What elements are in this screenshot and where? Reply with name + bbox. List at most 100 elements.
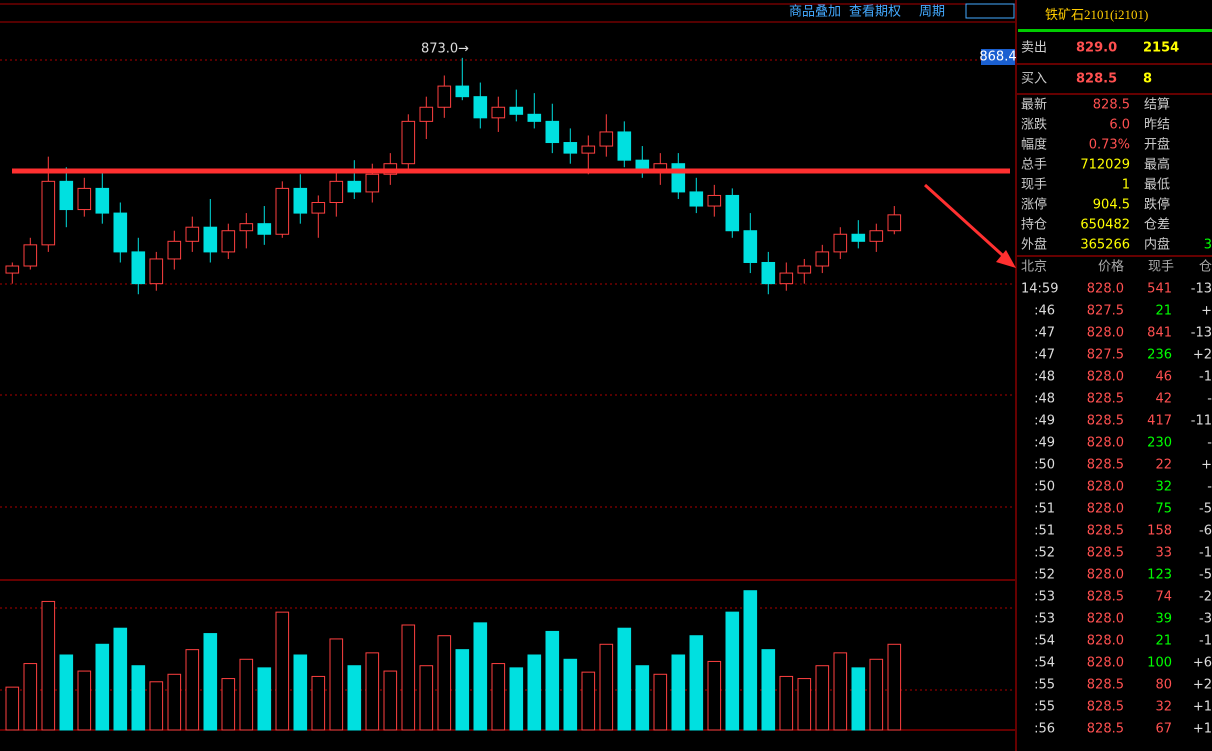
tick-time: :52 <box>1034 568 1055 583</box>
volume-bar <box>887 643 902 731</box>
tick-time: :56 <box>1034 722 1055 737</box>
volume-bar <box>833 652 848 731</box>
sell-price: 829.0 <box>1076 41 1117 56</box>
tick-time: :50 <box>1034 458 1055 473</box>
volume-bar <box>293 654 308 731</box>
tick-change: -2 <box>1199 590 1212 605</box>
volume-bar <box>221 678 236 731</box>
volume-bar <box>527 654 542 731</box>
candle-body <box>437 85 452 108</box>
candle-body <box>41 180 56 246</box>
tick-price: 828.5 <box>1087 700 1124 715</box>
tick-change: +2 <box>1193 678 1212 693</box>
toolbar-button[interactable]: 周期 <box>919 5 945 20</box>
tick-price: 828.5 <box>1087 546 1124 561</box>
quote-label: 幅度 <box>1021 137 1047 153</box>
tick-time: :51 <box>1034 502 1055 517</box>
buy-qty: 8 <box>1143 72 1152 87</box>
tick-qty: 236 <box>1147 348 1172 363</box>
quote-value: 828.5 <box>1093 98 1130 113</box>
candle-body <box>59 180 74 211</box>
tick-qty: 39 <box>1155 612 1172 627</box>
volume-bar <box>419 665 434 731</box>
tick-change: -11 <box>1191 414 1212 429</box>
tick-header: 北京 <box>1021 260 1047 275</box>
volume-bar <box>455 649 470 731</box>
tick-header: 仓 <box>1199 260 1212 275</box>
tick-price: 828.5 <box>1087 590 1124 605</box>
tick-time: :47 <box>1034 326 1055 341</box>
candle-body <box>203 226 218 253</box>
tick-time: :51 <box>1034 524 1055 539</box>
tick-qty: 74 <box>1155 590 1172 605</box>
candle-body <box>545 120 560 144</box>
candle-body <box>419 106 434 122</box>
volume-bar <box>635 665 650 731</box>
volume-bar <box>617 627 632 731</box>
tick-time: :48 <box>1034 370 1055 385</box>
tick-qty: 417 <box>1147 414 1172 429</box>
volume-bar <box>815 665 830 731</box>
tick-qty: 21 <box>1155 634 1172 649</box>
tick-qty: 33 <box>1155 546 1172 561</box>
candle-body <box>401 120 416 165</box>
tick-change: - <box>1207 436 1212 451</box>
quote-label: 昨结 <box>1144 118 1170 133</box>
tick-change: -13 <box>1191 326 1212 341</box>
candle-body <box>347 180 362 193</box>
volume-bar <box>365 652 380 731</box>
volume-bar <box>653 673 668 731</box>
volume-bar <box>239 658 254 731</box>
volume-bar <box>779 675 794 731</box>
candle-body <box>113 212 128 253</box>
candle-body <box>599 131 614 147</box>
quote-label: 内盘 <box>1144 237 1170 253</box>
tick-price: 827.5 <box>1087 304 1124 319</box>
candle-body <box>581 145 596 154</box>
quote-value: 365266 <box>1080 238 1130 253</box>
tick-qty: 80 <box>1155 678 1172 693</box>
candle-body <box>797 265 812 274</box>
tick-price: 828.0 <box>1087 282 1124 297</box>
candle-body <box>833 233 848 253</box>
label: 卖出 <box>1021 41 1047 56</box>
candle-body <box>689 191 704 207</box>
volume-bar <box>581 671 596 731</box>
volume-bar <box>509 667 524 731</box>
quote-label: 最低 <box>1144 178 1170 193</box>
toolbar-button[interactable]: 商品叠加 <box>789 5 841 20</box>
tick-time: :53 <box>1034 612 1055 627</box>
tick-header: 现手 <box>1148 260 1174 275</box>
tick-change: -1 <box>1199 546 1212 561</box>
volume-bar <box>185 649 200 731</box>
candle-body <box>185 226 200 242</box>
volume-bar <box>689 635 704 731</box>
candle-body <box>77 187 92 211</box>
volume-bar <box>725 611 740 731</box>
nav-buttons[interactable] <box>965 3 1015 19</box>
tick-price: 828.0 <box>1087 480 1124 495</box>
tick-time: :54 <box>1034 656 1055 671</box>
tick-change: -1 <box>1199 370 1212 385</box>
candle-body <box>617 131 632 161</box>
tick-price: 828.0 <box>1087 326 1124 341</box>
quote-value: 712029 <box>1080 158 1130 173</box>
candle-body <box>275 187 290 235</box>
volume-bar <box>797 678 812 731</box>
buy-price: 828.5 <box>1076 72 1117 87</box>
volume-bar <box>671 654 686 731</box>
candle-body <box>869 230 884 242</box>
tick-price: 828.0 <box>1087 656 1124 671</box>
tick-time: :47 <box>1034 348 1055 363</box>
quote-label: 开盘 <box>1144 137 1170 153</box>
candle-body <box>5 265 20 274</box>
volume-bar <box>347 665 362 731</box>
volume-bar <box>5 686 20 731</box>
toolbar-button[interactable]: 查看期权 <box>849 4 901 20</box>
volume-bar <box>257 667 272 731</box>
drawn-arrow <box>923 183 1012 264</box>
tick-qty: 67 <box>1155 722 1172 737</box>
tick-price: 828.5 <box>1087 722 1124 737</box>
tick-time: :46 <box>1034 304 1055 319</box>
tick-qty: 32 <box>1155 700 1172 715</box>
